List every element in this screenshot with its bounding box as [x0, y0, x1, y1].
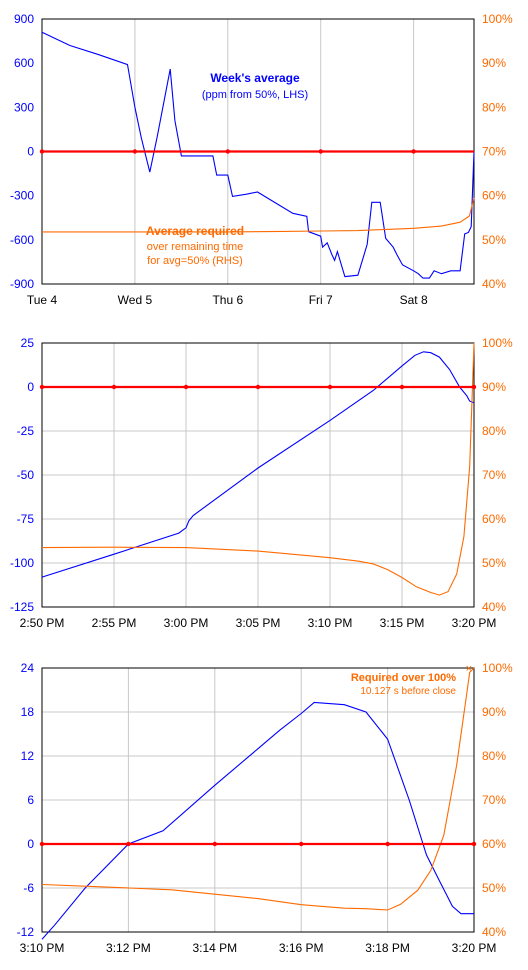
- left-axis-tick-label: 600: [14, 56, 34, 70]
- chart-annotation: Average required: [146, 224, 244, 238]
- chart-annotation: 10.127 s before close: [360, 686, 456, 697]
- x-axis-tick-label: 3:18 PM: [365, 941, 410, 955]
- x-axis-tick-label: Thu 6: [212, 293, 243, 307]
- zero-line-marker: [111, 384, 117, 390]
- x-axis-tick-label: Tue 4: [27, 293, 58, 307]
- x-axis-tick-label: 3:20 PM: [452, 941, 497, 955]
- right-axis-tick-label: 60%: [482, 512, 506, 526]
- x-axis-tick-label: 3:15 PM: [380, 616, 425, 630]
- left-axis-tick-label: 300: [14, 100, 34, 114]
- chart-annotation: Required over 100%: [351, 672, 456, 684]
- left-axis-tick-label: 0: [27, 837, 34, 851]
- x-axis-tick-label: 3:10 PM: [20, 941, 65, 955]
- right-axis-tick-label: 40%: [482, 277, 506, 291]
- left-axis-tick-label: -125: [10, 600, 34, 614]
- right-axis-tick-label: 100%: [482, 661, 513, 675]
- zero-line-marker: [299, 841, 304, 847]
- left-axis-tick-label: -900: [10, 277, 34, 291]
- right-axis-tick-label: 60%: [482, 837, 506, 851]
- right-axis-tick-label: 90%: [482, 56, 506, 70]
- chart-annotation: Week's average: [210, 71, 300, 85]
- x-axis-tick-label: 3:20 PM: [452, 616, 497, 630]
- x-axis-tick-label: 3:16 PM: [279, 941, 324, 955]
- x-axis-tick-label: 3:00 PM: [164, 616, 209, 630]
- right-axis-tick-label: 50%: [482, 556, 506, 570]
- right-axis-tick-label: 70%: [482, 793, 506, 807]
- zero-line-marker: [183, 384, 189, 390]
- right-axis-tick-label: 90%: [482, 705, 506, 719]
- left-axis-tick-label: 6: [27, 793, 34, 807]
- zero-line-marker: [126, 841, 131, 847]
- zero-line-marker: [39, 149, 45, 154]
- right-axis-tick-label: 80%: [482, 749, 506, 763]
- left-axis-tick-label: -12: [17, 925, 35, 939]
- zero-line-marker: [225, 149, 231, 154]
- right-axis-tick-label: 50%: [482, 233, 506, 247]
- right-axis-tick-label: 40%: [482, 600, 506, 614]
- chart-1: 900 600 300 0 -300 -600 -900 100% 90% 80% 70% 60% 50…: [10, 12, 513, 307]
- right-axis-tick-label: 80%: [482, 100, 506, 114]
- x-axis-tick-label: Wed 5: [118, 293, 153, 307]
- zero-line-marker: [411, 149, 416, 154]
- x-axis-tick-label: 3:12 PM: [106, 941, 151, 955]
- right-axis-tick-label: 50%: [482, 881, 506, 895]
- chart-annotation: for avg=50% (RHS): [147, 255, 243, 267]
- zero-line-marker: [39, 384, 45, 390]
- blue-series-line: [41, 31, 475, 279]
- blue-series-line: [41, 701, 474, 940]
- zero-line-marker: [39, 841, 45, 847]
- left-axis-tick-label: -6: [23, 881, 34, 895]
- zero-line-marker: [318, 149, 323, 154]
- zero-line-marker: [327, 384, 333, 390]
- zero-line-marker: [385, 841, 390, 847]
- x-axis-tick-label: 2:55 PM: [92, 616, 137, 630]
- orange-series-line: [41, 667, 475, 911]
- right-axis-tick-label: 100%: [482, 12, 513, 26]
- right-axis-tick-label: 70%: [482, 145, 506, 159]
- left-axis-tick-label: -50: [17, 468, 35, 482]
- x-axis-tick-label: 3:10 PM: [308, 616, 353, 630]
- chart-annotation: over remaining time: [147, 241, 244, 253]
- left-axis-tick-label: -100: [10, 556, 34, 570]
- left-axis-tick-label: 25: [21, 336, 35, 350]
- left-axis-tick-label: 0: [27, 145, 34, 159]
- left-axis-tick-label: 0: [27, 380, 34, 394]
- orange-series-line: [41, 342, 475, 596]
- left-axis-tick-label: -300: [10, 189, 34, 203]
- zero-line-marker: [471, 384, 477, 390]
- left-axis-tick-label: 18: [21, 705, 35, 719]
- plot-frame: [41, 667, 475, 933]
- right-axis-tick-label: 90%: [482, 380, 506, 394]
- orange-series-line: [42, 197, 475, 233]
- right-axis-tick-label: 40%: [482, 925, 506, 939]
- left-axis-tick-label: 24: [21, 661, 35, 675]
- limit-cross-marker: ×: [466, 663, 472, 675]
- right-axis-tick-label: 70%: [482, 468, 506, 482]
- x-axis-tick-label: 3:14 PM: [192, 941, 237, 955]
- left-axis-tick-label: 12: [21, 749, 35, 763]
- right-axis-tick-label: 60%: [482, 189, 506, 203]
- plot-frame: [41, 342, 475, 608]
- x-axis-tick-label: 2:50 PM: [20, 616, 65, 630]
- left-axis-tick-label: -25: [17, 424, 35, 438]
- left-axis-tick-label: -75: [17, 512, 35, 526]
- zero-line-marker: [255, 384, 261, 390]
- left-axis-tick-label: 900: [14, 12, 34, 26]
- chart-3: 24 18 12 6 0 -6 -12 100% 90% 80% 70% 60% 50% 40% 3:10 …: [17, 661, 513, 955]
- chart-2: 25 0 -25 -50 -75 -100 -125 100% 90% 80% 70% 60% 50% 4…: [10, 336, 513, 630]
- right-axis-tick-label: 80%: [482, 424, 506, 438]
- left-axis-tick-label: -600: [10, 233, 34, 247]
- right-axis-tick-label: 100%: [482, 336, 513, 350]
- zero-line-marker: [212, 841, 217, 847]
- zero-line-marker: [132, 149, 138, 154]
- x-axis-tick-label: Fri 7: [309, 293, 333, 307]
- zero-line-marker: [471, 841, 477, 847]
- x-axis-tick-label: Sat 8: [400, 293, 428, 307]
- chart-annotation: (ppm from 50%, LHS): [202, 89, 308, 101]
- zero-line-marker: [399, 384, 405, 390]
- x-axis-tick-label: 3:05 PM: [236, 616, 281, 630]
